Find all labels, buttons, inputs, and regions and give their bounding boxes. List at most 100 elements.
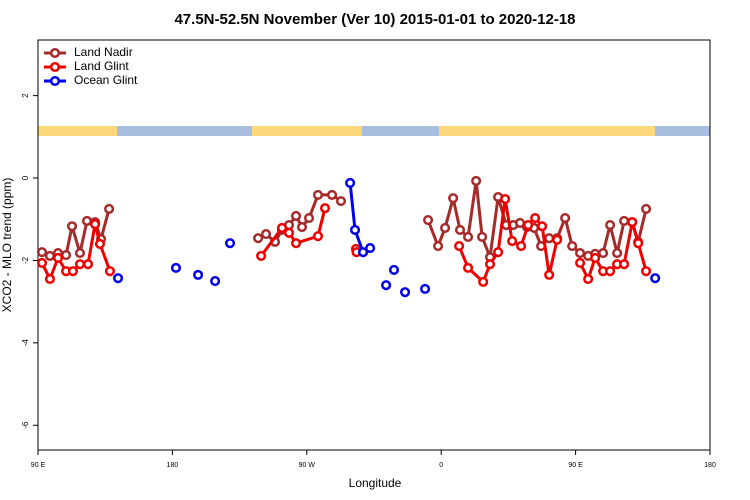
land-strip <box>439 126 655 136</box>
y-tick-label: -4 <box>21 339 30 347</box>
x-tick-label: 90 E <box>568 462 583 469</box>
data-point <box>253 233 264 244</box>
data-point <box>349 224 361 236</box>
data-point <box>477 231 488 243</box>
y-tick-label: -6 <box>21 421 30 429</box>
ocean-strip <box>38 126 710 136</box>
data-point <box>523 219 534 231</box>
data-point <box>319 203 331 214</box>
data-point <box>605 266 616 277</box>
data-point <box>81 215 93 226</box>
data-point <box>537 221 548 232</box>
data-point <box>44 273 55 285</box>
data-point <box>612 247 623 259</box>
plot-frame <box>37 39 711 451</box>
x-tick-label: 90 W <box>299 462 316 469</box>
legend-marker <box>49 47 61 59</box>
data-point <box>283 227 295 238</box>
data-point <box>358 247 369 258</box>
series-line <box>348 182 371 255</box>
x-tick-label: 180 <box>167 462 179 469</box>
y-tick-label: -2 <box>21 256 30 264</box>
data-point <box>544 269 555 280</box>
data-point <box>260 229 272 240</box>
legend-label: Land Glint <box>74 59 129 73</box>
data-point <box>52 252 64 264</box>
data-point <box>335 196 347 207</box>
data-point <box>210 276 221 287</box>
legend-label: Land Nadir <box>74 45 133 59</box>
data-point <box>345 177 356 189</box>
data-point <box>112 273 124 284</box>
data-point <box>36 247 48 258</box>
data-point <box>67 266 78 277</box>
data-point <box>290 238 302 249</box>
x-tick-label: 90 E <box>31 462 46 469</box>
data-point <box>454 224 466 236</box>
data-point <box>516 240 527 252</box>
data-point <box>224 238 236 249</box>
data-point <box>256 250 267 261</box>
data-point <box>440 222 451 233</box>
land-strip <box>38 126 117 136</box>
data-point <box>484 259 496 270</box>
data-point <box>74 247 86 259</box>
data-point <box>567 240 578 252</box>
data-point <box>312 231 324 242</box>
data-point <box>575 257 586 268</box>
legend-marker <box>49 75 61 87</box>
data-point <box>276 222 288 233</box>
data-point <box>193 269 204 280</box>
data-point <box>423 215 434 226</box>
y-tick-label: 0 <box>21 175 30 180</box>
x-tick-label: 0 <box>439 462 443 469</box>
data-point <box>454 240 465 252</box>
data-point <box>290 210 302 221</box>
data-point <box>598 247 609 259</box>
data-point <box>478 276 489 287</box>
data-point <box>433 240 444 252</box>
data-point <box>552 234 563 245</box>
data-point <box>530 212 541 224</box>
data-point <box>420 283 431 294</box>
data-point <box>619 259 630 270</box>
data-point <box>296 222 308 233</box>
y-tick-label: 2 <box>21 93 30 98</box>
data-point <box>82 259 94 270</box>
data-point <box>36 257 48 268</box>
data-point <box>104 203 115 214</box>
data-point <box>575 247 586 259</box>
data-point <box>61 250 72 261</box>
y-axis-label: XCO2 - MLO trend (ppm) <box>0 178 14 313</box>
data-point <box>544 233 555 244</box>
land-strip <box>252 126 362 136</box>
data-point <box>44 250 55 261</box>
data-point <box>381 280 392 291</box>
data-point <box>312 189 324 200</box>
data-point <box>326 189 338 200</box>
data-point <box>74 259 86 270</box>
data-point <box>471 175 482 186</box>
data-point <box>560 212 571 224</box>
data-point <box>66 221 78 232</box>
data-point <box>463 231 474 243</box>
data-point <box>590 252 601 264</box>
data-point <box>448 193 459 204</box>
data-point <box>583 273 594 285</box>
data-point <box>463 262 474 273</box>
data-point <box>641 266 652 277</box>
data-point <box>303 212 315 224</box>
data-point <box>500 194 511 205</box>
chart-title: 47.5N-52.5N November (Ver 10) 2015-01-01… <box>174 11 575 28</box>
data-point <box>89 219 101 230</box>
data-point <box>365 243 376 254</box>
data-point <box>493 247 504 258</box>
data-point <box>400 287 411 298</box>
data-point <box>170 262 182 273</box>
data-point <box>641 203 652 214</box>
data-point <box>507 236 518 247</box>
data-point <box>627 217 638 228</box>
legend-label: Ocean Glint <box>74 73 138 87</box>
data-point <box>94 238 106 250</box>
